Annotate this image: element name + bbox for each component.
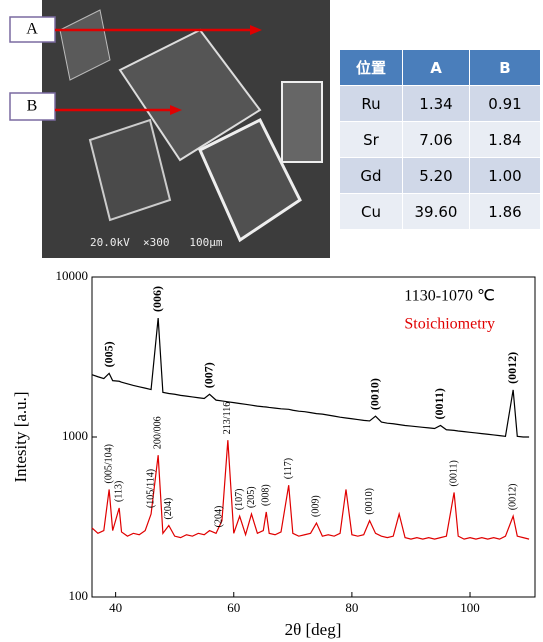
series-line (92, 440, 529, 539)
x-tick-label: 60 (227, 600, 240, 615)
peak-label: (009) (311, 495, 322, 517)
y-tick-label: 1000 (62, 428, 88, 443)
peak-label: (205) (246, 486, 257, 508)
peak-label: (0010) (367, 378, 381, 410)
x-tick-label: 100 (460, 600, 480, 615)
peak-label: (0011) (432, 388, 446, 419)
legend-label: Stoichiometry (404, 316, 495, 333)
page: A B 20.0kV ×300 100μm 位置 A B Ru1.340.91S… (0, 0, 543, 642)
peak-label: (0012) (507, 484, 518, 511)
x-tick-label: 80 (345, 600, 358, 615)
peak-label: (117) (283, 458, 294, 479)
peak-label: (105/114) (145, 469, 156, 508)
chart: Intesity [a.u.] 2θ [deg] 100 1000 10000 40 6… (0, 0, 543, 642)
peak-label: (008) (261, 484, 272, 506)
peak-label: (0010) (364, 488, 375, 515)
x-tick-label: 40 (109, 600, 122, 615)
x-axis-label: 2θ [deg] (285, 620, 342, 639)
peak-label: 213/116 (222, 402, 233, 434)
y-tick-label: 100 (69, 588, 89, 603)
peak-label: (107) (234, 489, 245, 511)
peak-label: (005/104) (103, 444, 114, 483)
y-tick-label: 10000 (56, 268, 89, 283)
peak-label: (113) (113, 481, 124, 502)
legend-label: 1130-1070 ℃ (404, 288, 495, 305)
peak-label: (0012) (505, 352, 519, 384)
peak-label: (204) (213, 506, 224, 528)
y-axis-label: Intesity [a.u.] (11, 391, 30, 482)
peak-label: (007) (201, 362, 215, 388)
peak-label: (005) (101, 341, 115, 367)
peak-label: 200/006 (152, 416, 163, 449)
peak-label: (204) (163, 498, 174, 520)
peak-label: (006) (150, 286, 164, 312)
peak-label: (0011) (448, 460, 459, 486)
